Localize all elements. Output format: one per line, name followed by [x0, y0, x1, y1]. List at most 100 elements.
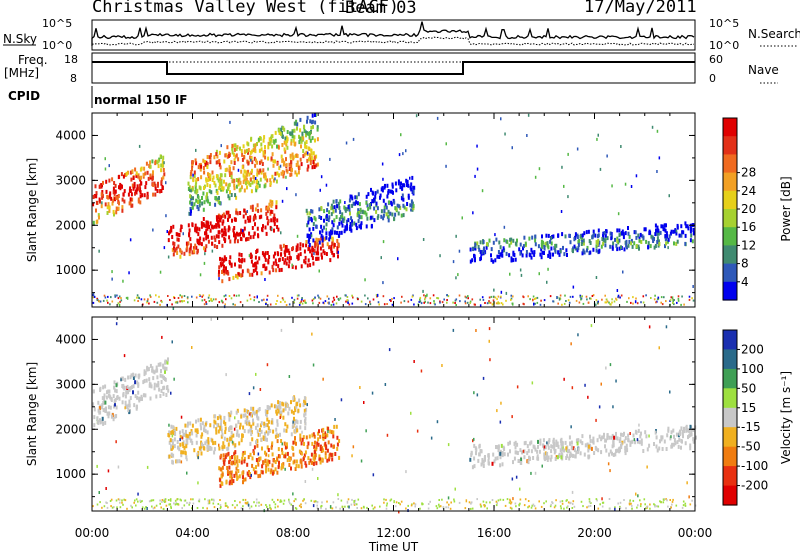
- data-cell: [573, 448, 576, 453]
- data-cell: [319, 188, 321, 192]
- data-cell: [286, 424, 289, 429]
- data-cell: [107, 405, 110, 410]
- data-cell: [226, 469, 229, 474]
- data-cell: [560, 437, 563, 442]
- data-cell: [286, 130, 289, 134]
- data-cell: [105, 189, 108, 194]
- data-cell: [245, 409, 248, 414]
- data-cell: [309, 263, 312, 268]
- data-cell: [675, 229, 678, 233]
- data-cell: [201, 421, 204, 426]
- data-cell: [274, 138, 277, 143]
- data-cell: [222, 186, 225, 191]
- data-cell: [219, 507, 222, 510]
- data-cell: [488, 238, 491, 243]
- data-cell: [133, 299, 136, 302]
- data-cell: [290, 160, 292, 165]
- data-cell: [580, 298, 582, 301]
- data-cell: [137, 296, 140, 299]
- data-cell: [167, 295, 169, 297]
- data-cell: [121, 501, 123, 504]
- data-cell: [234, 450, 237, 455]
- data-cell: [330, 430, 333, 435]
- data-cell: [164, 369, 166, 374]
- data-cell: [276, 171, 279, 176]
- data-cell: [372, 507, 375, 510]
- data-cell: [630, 241, 633, 246]
- data-cell: [296, 402, 299, 407]
- data-cell: [152, 507, 155, 510]
- data-cell: [505, 251, 508, 256]
- data-cell: [299, 437, 302, 442]
- data-cell: [277, 498, 279, 501]
- data-cell: [298, 140, 301, 145]
- data-cell: [110, 505, 112, 508]
- data-cell: [411, 175, 414, 180]
- data-cell: [188, 233, 191, 238]
- data-cell: [300, 264, 303, 269]
- plot-area: [92, 113, 695, 307]
- data-cell: [530, 449, 533, 454]
- data-cell: [337, 493, 339, 497]
- data-cell: [322, 448, 325, 453]
- data-cell: [644, 503, 646, 506]
- data-cell: [173, 502, 175, 505]
- data-cell: [544, 457, 547, 462]
- data-cell: [208, 155, 211, 160]
- data-cell: [587, 301, 590, 304]
- data-cell: [239, 146, 241, 151]
- data-cell: [148, 163, 151, 168]
- data-cell: [369, 203, 372, 207]
- data-cell: [263, 431, 266, 436]
- data-cell: [575, 450, 578, 455]
- data-cell: [256, 429, 259, 434]
- data-cell: [322, 301, 325, 304]
- data-cell: [643, 498, 646, 501]
- data-cell: [611, 301, 613, 304]
- data-cell: [147, 367, 150, 372]
- data-cell: [153, 370, 156, 375]
- data-cell: [327, 301, 329, 304]
- data-cell: [618, 246, 621, 251]
- data-cell: [635, 235, 638, 240]
- data-cell: [469, 300, 472, 303]
- data-cell: [436, 116, 439, 120]
- data-cell: [609, 449, 612, 454]
- data-cell: [317, 442, 320, 447]
- data-cell: [516, 442, 519, 447]
- data-cell: [218, 200, 221, 205]
- data-cell: [306, 115, 309, 120]
- data-cell: [229, 190, 231, 195]
- data-cell: [224, 168, 227, 173]
- data-cell: [577, 246, 580, 251]
- data-cell: [654, 223, 657, 228]
- x-tick-label: 04:00: [175, 526, 210, 540]
- data-cell: [302, 435, 305, 440]
- data-cell: [467, 297, 469, 300]
- data-cell: [686, 428, 689, 433]
- data-cell: [207, 440, 210, 445]
- data-cell: [240, 438, 243, 443]
- data-cell: [306, 167, 309, 172]
- data-cell: [351, 294, 353, 297]
- data-cell: [243, 149, 246, 154]
- data-cell: [249, 177, 252, 182]
- data-cell: [335, 302, 338, 305]
- data-cell: [260, 421, 263, 426]
- data-cell: [239, 422, 242, 427]
- data-cell: [372, 298, 375, 301]
- data-cell: [190, 438, 193, 443]
- data-cell: [338, 439, 341, 443]
- data-cell: [478, 444, 481, 449]
- data-cell: [314, 120, 317, 125]
- data-cell: [407, 504, 409, 507]
- data-cell: [333, 230, 336, 235]
- data-cell: [194, 243, 197, 248]
- data-cell: [677, 295, 680, 298]
- data-cell: [489, 501, 491, 504]
- data-cell: [380, 214, 383, 219]
- data-cell: [252, 386, 255, 390]
- data-cell: [160, 189, 163, 193]
- data-cell: [184, 450, 187, 455]
- data-cell: [675, 241, 678, 246]
